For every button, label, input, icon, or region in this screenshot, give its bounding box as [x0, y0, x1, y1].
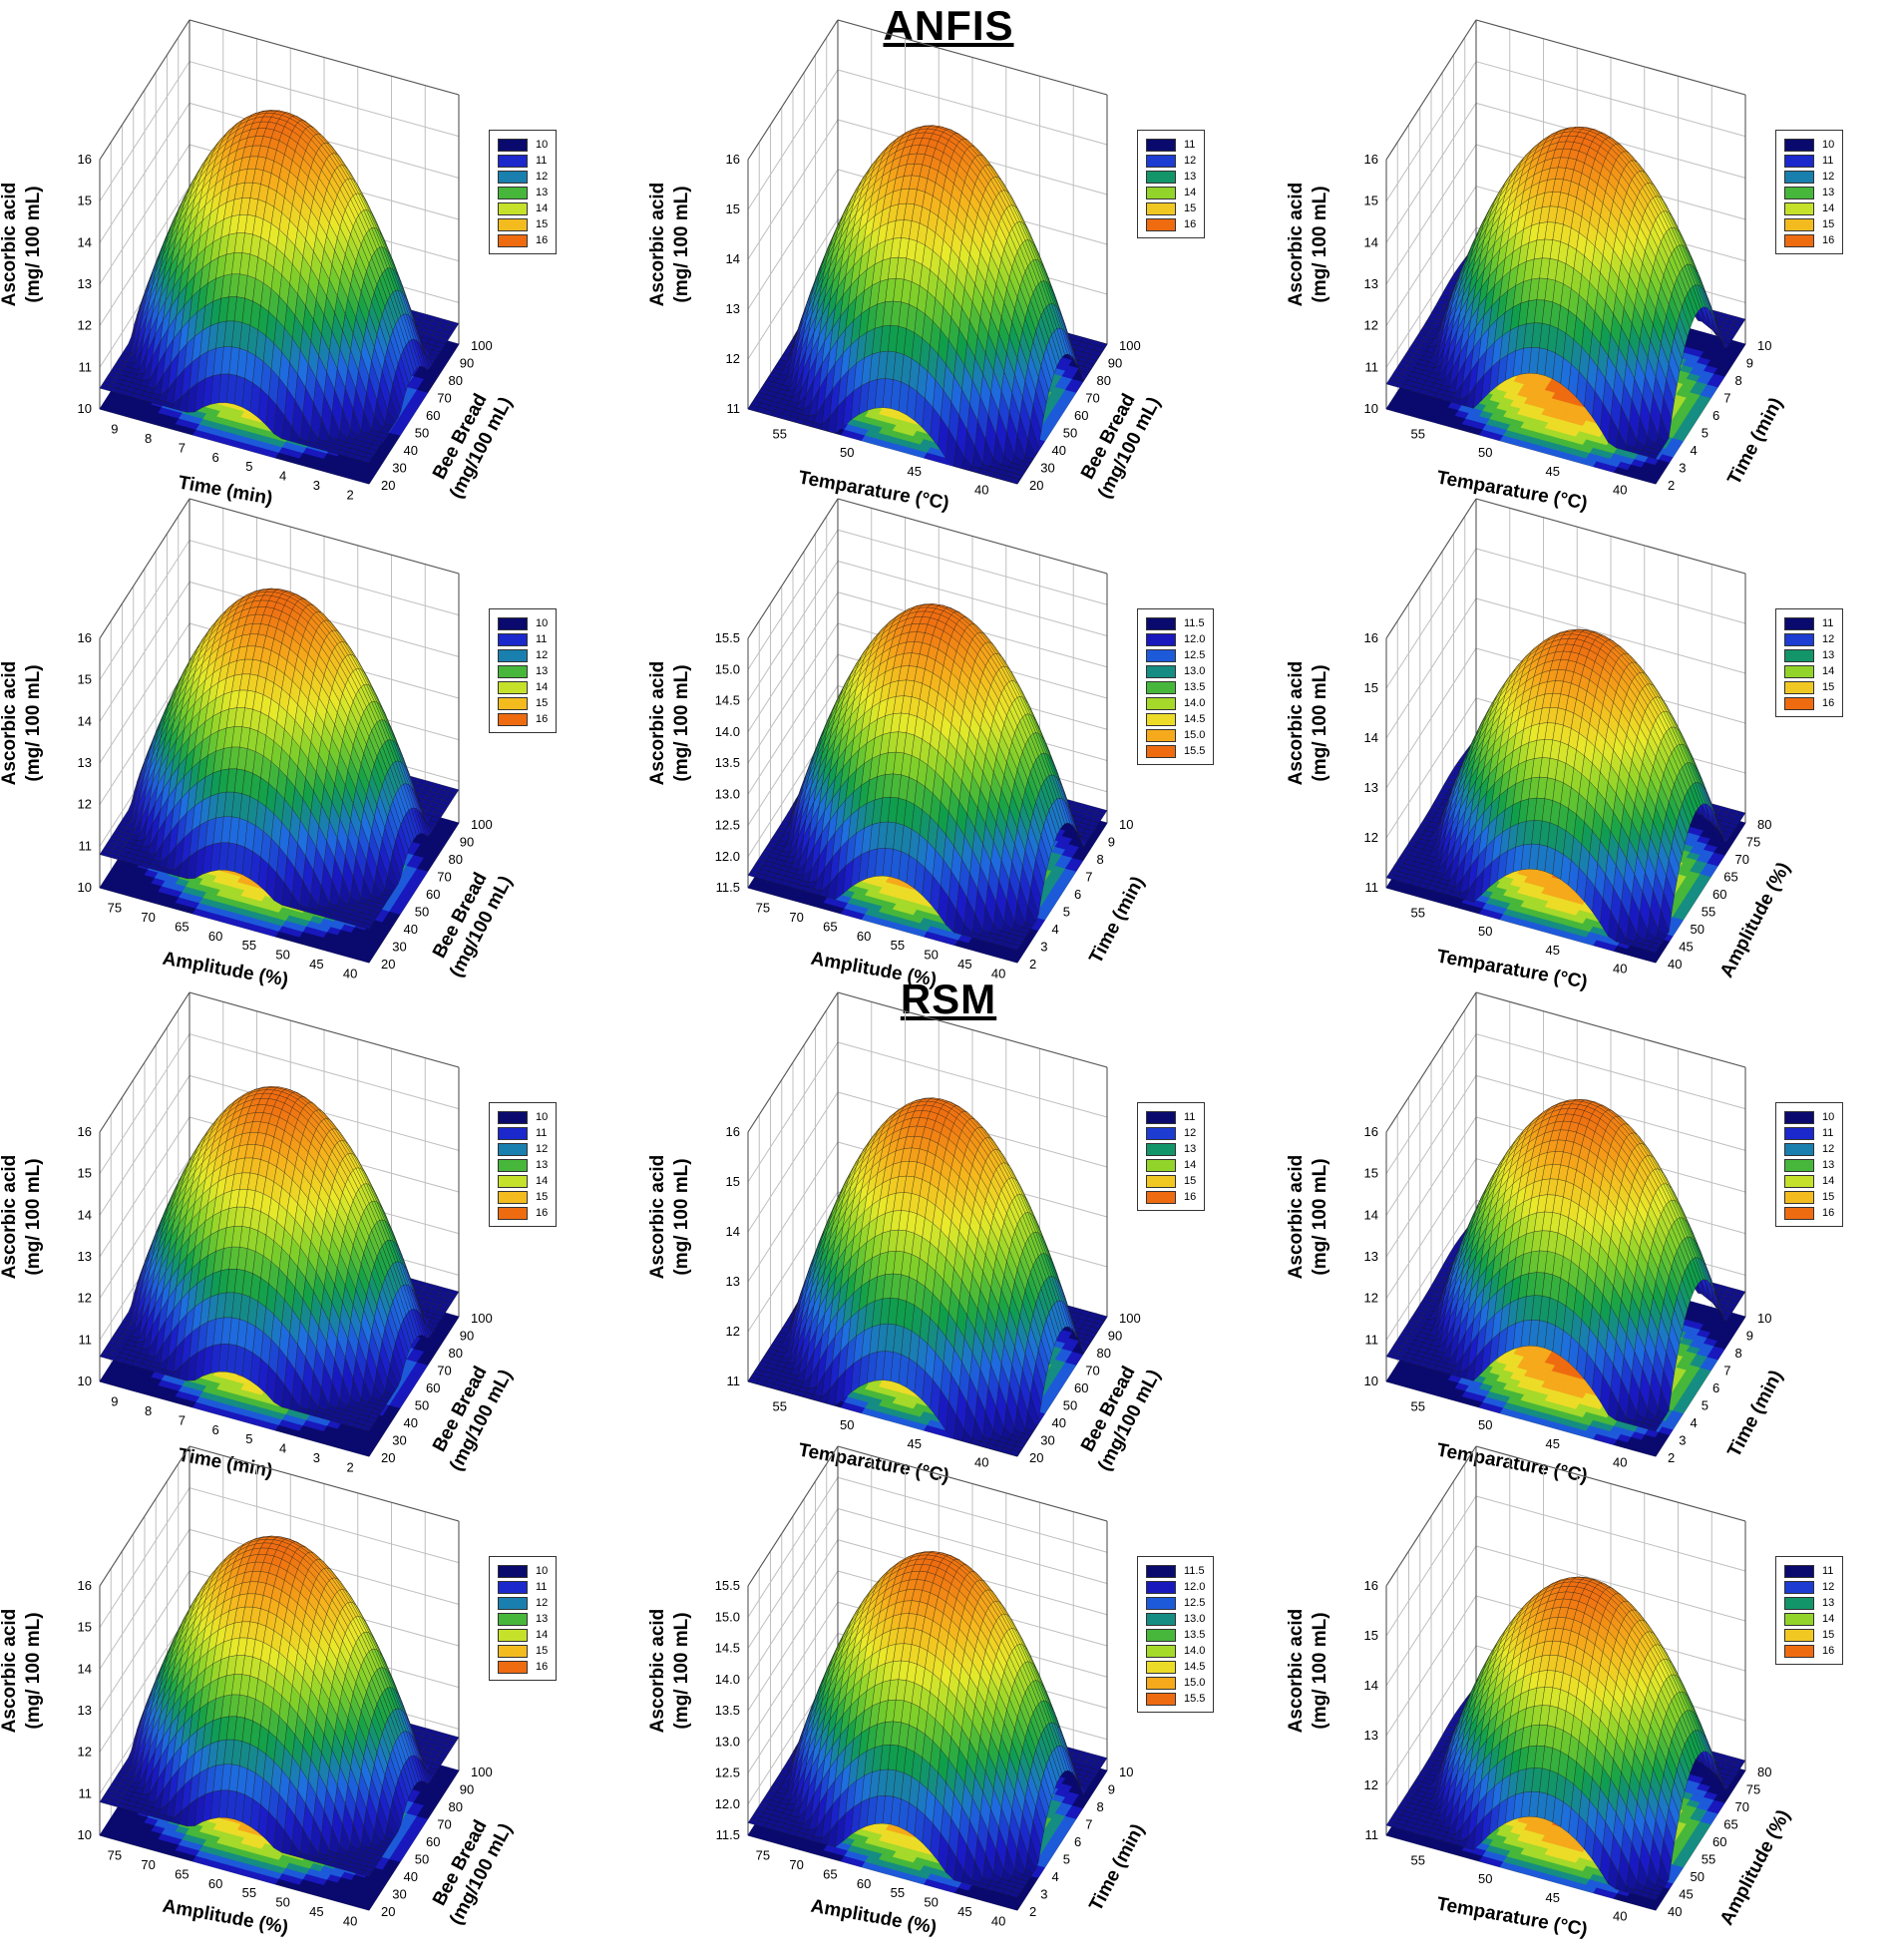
x-tick-label: 40: [974, 483, 988, 498]
z-axis-label-line: (mg/ 100 mL): [22, 130, 46, 359]
x-axis-label: Time (min): [177, 472, 274, 509]
legend-swatch: [498, 155, 528, 168]
x-tick-label: 55: [773, 426, 787, 441]
z-tick-label: 11: [79, 359, 93, 374]
y-tick-label: 100: [1119, 338, 1141, 353]
legend-entry: 13: [498, 185, 548, 200]
legend-entry: 15: [498, 216, 548, 232]
legend-entry: 14: [1146, 185, 1196, 200]
y-tick-label: 20: [381, 478, 395, 493]
z-tick-label: 10: [78, 401, 92, 416]
y-tick-label: 70: [437, 391, 451, 406]
legend-swatch: [1146, 187, 1176, 199]
x-tick-label: 8: [145, 431, 152, 446]
legend-entry: 13: [1146, 169, 1196, 185]
surface-plot-anfis-1: 10 11 12 13 14 15 16 9 8 7 6 5 4 3 2 20 30 40 50 60 70 80 90 10…: [0, 60, 628, 534]
legend-label: 13: [1184, 171, 1196, 183]
y-tick-label: 60: [426, 408, 440, 423]
legend-label: 14: [1184, 187, 1196, 198]
y-tick-label: 60: [1074, 408, 1088, 423]
y-tick-label: 100: [471, 338, 493, 353]
x-tick-label: 45: [908, 464, 922, 479]
y-tick-label: 80: [1097, 373, 1111, 388]
x-tick-label: 50: [840, 445, 854, 460]
legend-entry: 12: [498, 169, 548, 185]
legend-entry: 16: [1146, 216, 1196, 232]
x-tick-label: 6: [212, 450, 219, 465]
x-tick-label: 3: [313, 478, 320, 493]
legend-label: 14: [536, 202, 548, 214]
y-tick-label: 50: [415, 426, 429, 441]
x-tick-label: 4: [279, 469, 286, 484]
y-tick-label: 90: [1108, 356, 1122, 371]
legend-entry: 15: [1146, 200, 1196, 216]
legend-entry: 12: [1146, 153, 1196, 169]
surface-plot-anfis-2: 11 12 13 14 15 16 55 50 45 40 20 30 40 50 60 70 80 90 100 T…: [648, 60, 1277, 534]
legend-label: 15: [536, 218, 548, 230]
legend-label: 12: [536, 171, 548, 183]
z-axis-label: Ascorbic acid(mg/ 100 mL): [0, 130, 98, 359]
x-tick-label: 2: [347, 487, 354, 502]
y-tick-label: 40: [404, 443, 418, 458]
legend-entry: 10: [498, 137, 548, 153]
legend-entry: 11: [1146, 137, 1196, 153]
color-legend: 10 11 12 13 14 15 16: [489, 130, 557, 254]
legend-label: 11: [1184, 139, 1195, 151]
legend-label: 16: [1184, 218, 1196, 230]
legend-entry: 11: [498, 153, 548, 169]
anfis-title: ANFIS: [0, 2, 1897, 50]
legend-swatch: [498, 202, 528, 215]
legend-swatch: [1146, 202, 1176, 215]
x-tick-label: 5: [245, 459, 252, 474]
y-tick-label: 50: [1063, 426, 1077, 441]
x-tick-label: 7: [179, 440, 186, 455]
y-tick-label: 70: [1085, 391, 1099, 406]
legend-swatch: [498, 171, 528, 184]
legend-label: 10: [536, 139, 548, 151]
legend-label: 12: [1184, 155, 1196, 167]
x-axis-label: Temparature (°C): [797, 467, 950, 514]
legend-swatch: [498, 218, 528, 231]
y-tick-label: 80: [449, 373, 463, 388]
y-tick-label: 90: [460, 356, 474, 371]
legend-swatch: [1146, 139, 1176, 152]
y-tick-label: 30: [392, 461, 406, 476]
legend-label: 16: [536, 234, 548, 246]
color-legend: 11 12 13 14 15 16: [1137, 130, 1205, 238]
legend-entry: 16: [498, 232, 548, 248]
legend-swatch: [498, 187, 528, 199]
legend-swatch: [498, 139, 528, 152]
legend-entry: 14: [498, 200, 548, 216]
x-tick-label: 9: [111, 422, 118, 437]
legend-swatch: [1146, 155, 1176, 168]
z-axis-label: Ascorbic acid(mg/ 100 mL): [646, 130, 746, 359]
legend-swatch: [1146, 218, 1176, 231]
z-axis-label-line: Ascorbic acid: [0, 130, 22, 359]
y-tick-label: 40: [1052, 443, 1066, 458]
legend-label: 15: [1184, 202, 1196, 214]
z-axis-label-line: (mg/ 100 mL): [670, 130, 694, 359]
legend-swatch: [498, 234, 528, 247]
y-tick-label: 20: [1029, 478, 1043, 493]
y-tick-label: 30: [1040, 461, 1054, 476]
legend-swatch: [1146, 171, 1176, 184]
legend-label: 11: [536, 155, 547, 167]
legend-label: 13: [536, 187, 548, 198]
z-tick-label: 11: [727, 401, 741, 416]
z-axis-label-line: Ascorbic acid: [646, 130, 670, 359]
